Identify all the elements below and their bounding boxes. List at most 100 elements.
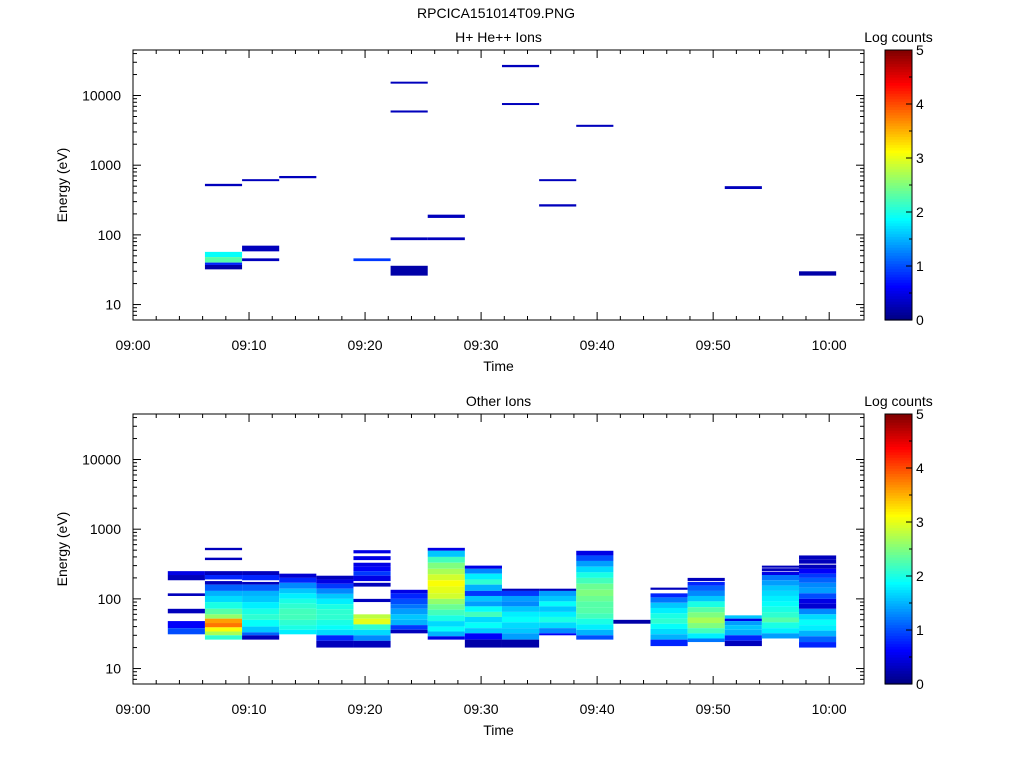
heatmap-cell [353,550,391,554]
colorbar-segment [885,638,912,642]
heatmap-cell [353,571,391,576]
y-tick-label: 10 [105,297,121,313]
heatmap-cell [576,601,614,608]
colorbar-segment [885,578,912,582]
colorbar-segment [885,570,912,574]
heatmap-cell [650,628,688,635]
colorbar-segment [885,225,912,229]
x-tick-label: 09:40 [580,701,615,717]
colorbar-segment [885,136,912,140]
colorbar-segment [885,438,912,442]
y-tick-label: 1000 [90,157,121,173]
heatmap-cell [353,258,391,262]
colorbar-segment [885,101,912,105]
x-tick-label: 09:50 [696,701,731,717]
heatmap-cell [576,566,614,573]
heatmap-cell [279,588,317,594]
colorbar-segment [885,241,912,245]
colorbar-segment [885,651,912,655]
colorbar-segment [885,171,912,175]
heatmap-cell [427,621,465,627]
heatmap-cell [539,616,577,623]
colorbar-segment [885,311,912,316]
x-tick-label: 10:00 [812,701,847,717]
heatmap-cell [501,64,540,68]
heatmap-cell [390,593,428,599]
heatmap-cell [464,611,502,617]
colorbar-segment [885,635,912,639]
heatmap-cell [204,635,243,640]
heatmap-cell [687,628,725,634]
colorbar-segment [885,195,912,200]
colorbar-segment [885,670,912,674]
colorbar-segment [885,114,912,119]
colorbar-segment [885,457,912,461]
colorbar-segment [885,662,912,666]
colorbar-segment [885,55,912,59]
heatmap-cell [204,557,243,561]
heatmap-cell [242,584,280,591]
colorbar-tick-label: 0 [916,676,924,692]
heatmap-cell [242,614,280,620]
colorbar-segment [885,449,912,453]
heatmap-cell [464,639,502,648]
heatmap-cell [687,607,725,613]
colorbar-segment [885,290,912,294]
colorbar-segment [885,139,912,143]
colorbar-segment [885,505,912,510]
heatmap-cell [390,604,428,609]
colorbar-segment [885,586,912,591]
colorbar-segment [885,141,912,146]
heatmap-cell [204,571,243,576]
colorbar-segment [885,122,912,127]
heatmap-cell [279,619,317,626]
colorbar-segment [885,317,912,321]
heatmap-cell [427,562,465,569]
heatmap-cell [427,556,465,563]
colorbar-segment [885,546,912,550]
heatmap-cell [427,615,465,622]
colorbar-segment [885,228,912,232]
heatmap-cell [464,590,502,596]
heatmap-cell [316,604,354,610]
colorbar-segment [885,611,912,615]
heatmap-cell [204,257,243,263]
y-tick-label: 1000 [90,521,121,537]
heatmap-cell [427,580,465,587]
colorbar-segment [885,233,912,237]
plot-frame [132,413,865,685]
heatmap-cell [724,621,762,626]
heatmap-cell [501,639,540,648]
colorbar-segment [885,212,912,216]
heatmap-cell [353,598,391,603]
heatmap-cell [464,601,502,607]
colorbar-segment [885,314,912,318]
colorbar-segment [885,565,912,569]
colorbar-segment [885,516,912,520]
heatmap-cell [464,633,502,640]
colorbar-segment [885,203,912,208]
heatmap-cell [390,265,428,276]
heatmap-cell [279,175,317,179]
colorbar-segment [885,287,912,291]
heatmap-cell [316,575,354,580]
colorbar-segment [885,301,912,305]
colorbar-label: Log counts [864,393,933,409]
colorbar-segment [885,244,912,248]
plot-frame [132,49,865,321]
colorbar-segment [885,187,912,191]
heatmap-cell [390,608,428,615]
heatmap-cell [427,604,465,610]
heatmap-cell [650,602,688,608]
heatmap-cell [501,588,540,591]
colorbar-segment [885,66,912,70]
heatmap-cell [242,575,280,581]
heatmap-cell [650,634,688,640]
colorbar-segment [885,627,912,631]
x-tick-label: 10:00 [812,337,847,353]
colorbar-segment [885,419,912,423]
heatmap-cell [761,601,800,607]
colorbar-tick-label: 5 [916,406,924,422]
colorbar-tick-label: 1 [916,258,924,274]
